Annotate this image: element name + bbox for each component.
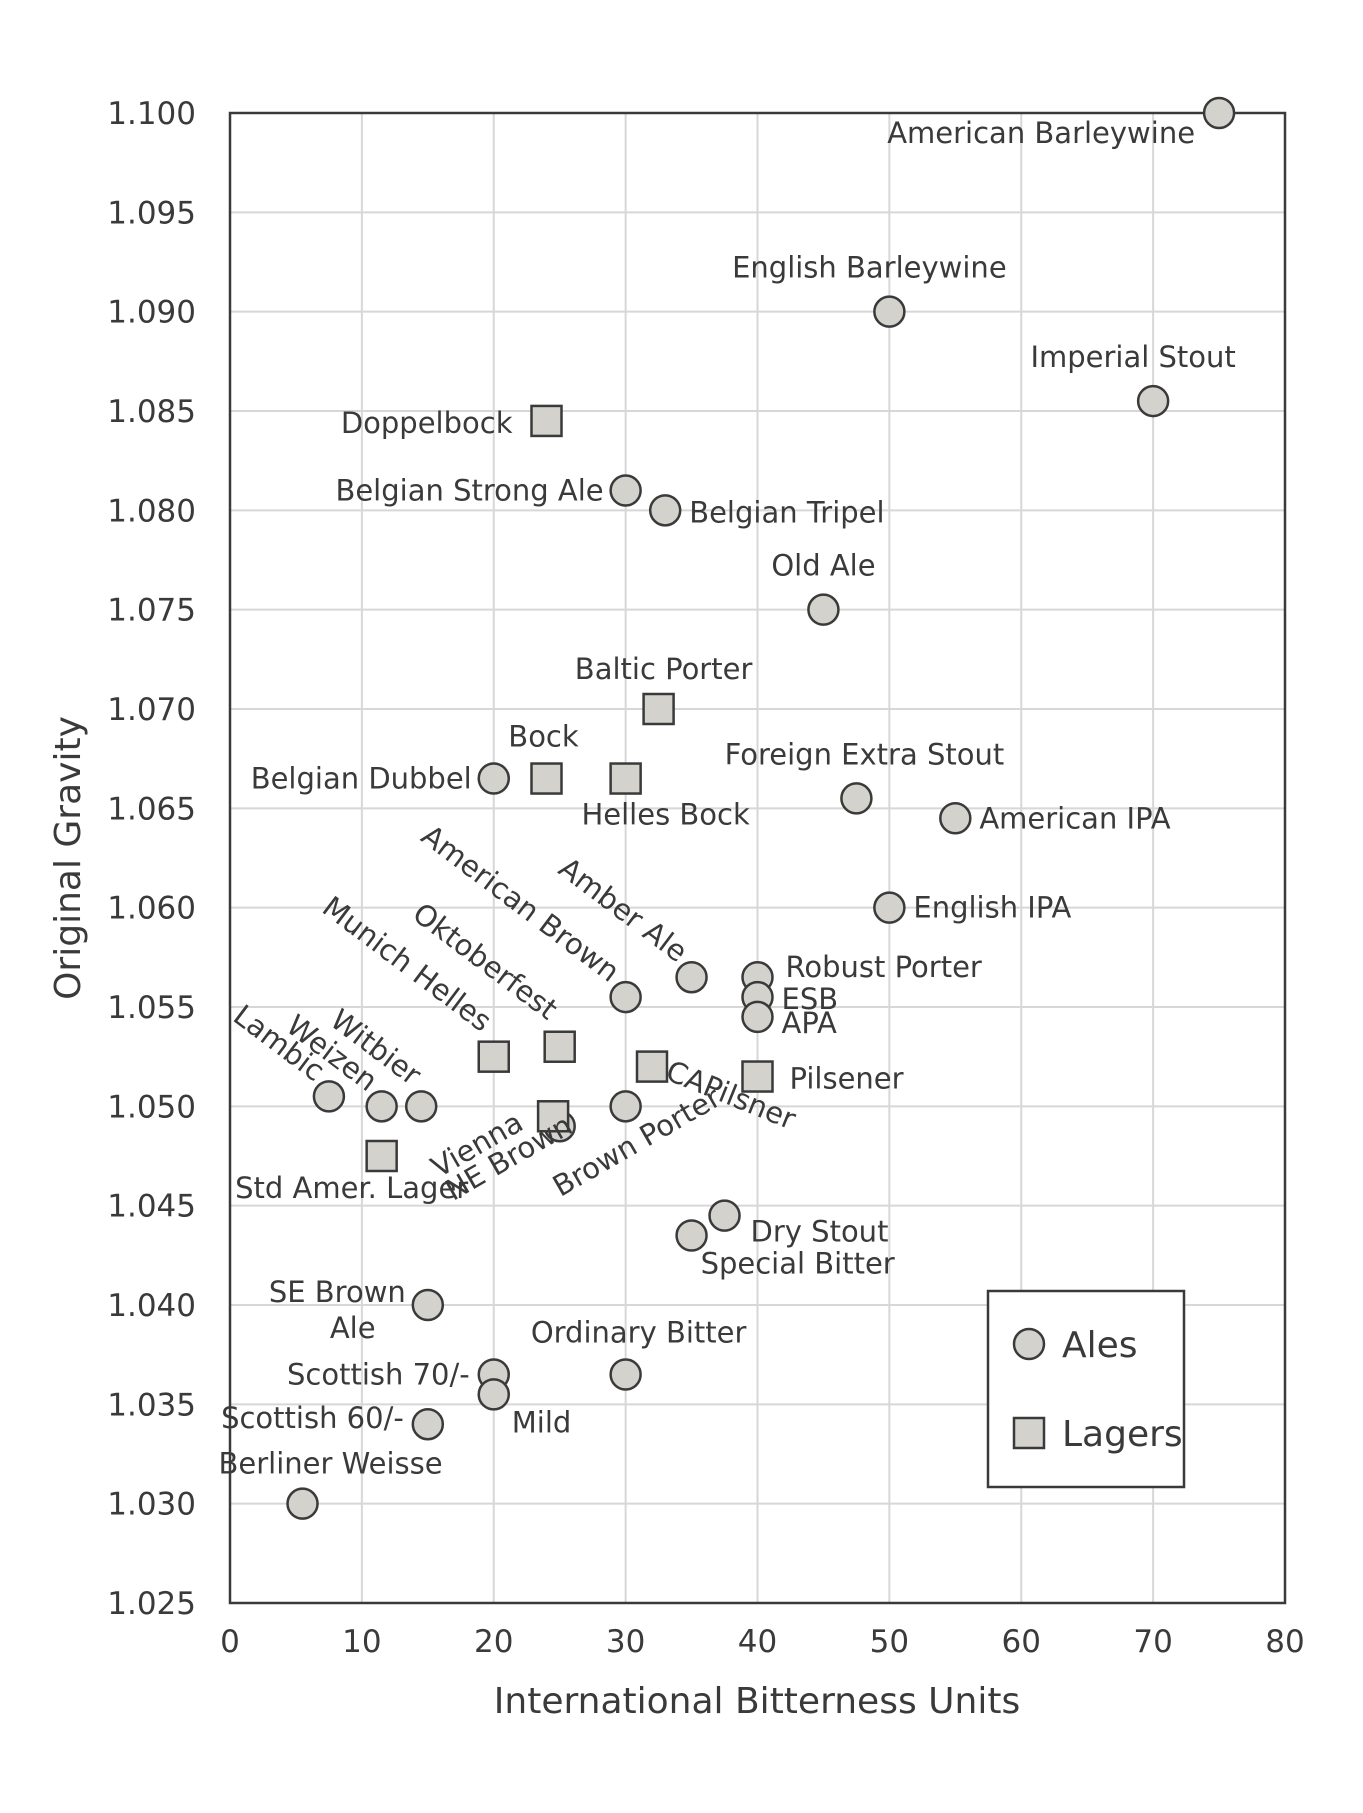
std-amer-lager-marker [365, 1139, 398, 1173]
y-tick-label: 1.090 [107, 295, 196, 331]
pilsener-label: Pilsener [790, 1062, 904, 1096]
scottish-70-label: Scottish 70/- [287, 1358, 470, 1392]
imperial-stout-marker [1136, 384, 1170, 418]
baltic-porter-marker [642, 692, 675, 726]
esb-label: ESB [782, 982, 839, 1016]
x-tick-label: 0 [220, 1624, 240, 1660]
mild-marker [477, 1378, 510, 1411]
american-brown-marker [609, 980, 642, 1014]
belgian-tripel-label: Belgian Tripel [689, 495, 884, 529]
berliner-weisse-label: Berliner Weisse [218, 1447, 442, 1481]
x-tick-label: 30 [606, 1624, 645, 1660]
munich-helles-marker [477, 1040, 510, 1073]
belgian-dubbel-marker [477, 762, 510, 795]
y-tick-label: 1.035 [107, 1387, 196, 1423]
robust-porter-label: Robust Porter [786, 950, 982, 984]
american-barleywine-label: American Barleywine [887, 116, 1195, 150]
american-ipa-label: American IPA [979, 801, 1170, 835]
x-tick-label: 10 [342, 1624, 381, 1660]
amber-ale-marker [675, 960, 708, 994]
y-tick-label: 1.085 [107, 394, 196, 430]
berliner-weisse-marker [286, 1487, 319, 1520]
se-brown-ale-label: SE Brown Ale [269, 1275, 406, 1345]
x-axis-label: International Bitterness Units [494, 1681, 1020, 1722]
y-tick-label: 1.100 [107, 96, 196, 132]
old-ale-label: Old Ale [771, 549, 875, 583]
y-tick-label: 1.095 [107, 195, 196, 231]
english-barleywine-marker [873, 295, 906, 328]
x-tick-label: 80 [1265, 1624, 1304, 1660]
doppelbock-label: Doppelbock [341, 406, 513, 440]
witbier-marker [404, 1090, 438, 1123]
y-tick-label: 1.030 [107, 1487, 196, 1523]
weizen-marker [365, 1090, 398, 1123]
y-tick-label: 1.025 [107, 1586, 196, 1622]
legend-ales-label: Ales [1062, 1325, 1138, 1366]
scottish-60-marker [411, 1407, 445, 1441]
american-barleywine-marker [1202, 96, 1236, 130]
doppelbock-marker [530, 404, 563, 438]
special-bitter-marker [675, 1219, 708, 1252]
se-brown-ale-marker [411, 1288, 445, 1322]
american-ipa-marker [939, 802, 972, 835]
y-tick-label: 1.075 [107, 593, 196, 629]
x-tick-label: 40 [738, 1624, 777, 1660]
belgian-strong-ale-label: Belgian Strong Ale [335, 473, 603, 507]
y-tick-label: 1.055 [107, 990, 196, 1026]
y-axis-label: Original Gravity [48, 716, 89, 1000]
capilsner-marker [635, 1050, 669, 1083]
mild-label: Mild [512, 1405, 572, 1439]
x-tick-label: 20 [474, 1624, 513, 1660]
baltic-porter-label: Baltic Porter [575, 652, 753, 686]
legend-box [986, 1289, 1186, 1489]
helles-bock-label: Helles Bock [581, 798, 750, 832]
bock-marker [530, 762, 563, 795]
axis-ticks: 0 10 20 30 40 50 60 70 80 1.025 1.030 1.035 1.040 1.0… [107, 96, 1304, 1660]
special-bitter-label: Special Bitter [701, 1246, 895, 1280]
english-ipa-label: English IPA [913, 891, 1071, 925]
belgian-strong-ale-marker [609, 474, 642, 507]
y-tick-label: 1.060 [107, 891, 196, 927]
data-points [286, 96, 1236, 1520]
imperial-stout-label: Imperial Stout [1030, 340, 1235, 374]
bock-label: Bock [508, 720, 579, 754]
plot-frame [228, 111, 1287, 1605]
y-tick-label: 1.040 [107, 1288, 196, 1324]
ordinary-bitter-marker [609, 1358, 642, 1391]
y-tick-label: 1.070 [107, 692, 196, 728]
english-ipa-marker [873, 891, 906, 924]
x-tick-label: 70 [1133, 1624, 1172, 1660]
x-tick-label: 60 [1002, 1624, 1041, 1660]
y-tick-label: 1.045 [107, 1189, 196, 1225]
apa-label: APA [782, 1006, 837, 1040]
ordinary-bitter-label: Ordinary Bitter [531, 1316, 747, 1350]
y-tick-label: 1.080 [107, 493, 196, 529]
legend-lagers-marker [1012, 1416, 1046, 1450]
belgian-dubbel-label: Belgian Dubbel [251, 762, 472, 796]
old-ale-marker [807, 593, 840, 626]
legend-ales-marker [1012, 1327, 1046, 1361]
dry-stout-marker [708, 1199, 741, 1232]
scottish-60-label: Scottish 60/- [221, 1401, 404, 1435]
std-amer-lager-label: Std Amer. Lager [235, 1171, 468, 1205]
foreign-extra-stout-marker [840, 782, 873, 815]
lambic-marker [312, 1080, 346, 1113]
foreign-extra-stout-label: Foreign Extra Stout [725, 737, 1005, 771]
point-labels: American Barleywine English Barleywine Imp… [218, 116, 1235, 1481]
apa-marker [741, 1000, 774, 1034]
belgian-tripel-marker [648, 494, 682, 527]
oktoberfest-marker [543, 1030, 576, 1063]
pilsener-marker [741, 1060, 774, 1093]
brown-porter-marker [609, 1090, 642, 1123]
y-tick-label: 1.050 [107, 1089, 196, 1125]
y-tick-label: 1.065 [107, 791, 196, 827]
helles-bock-marker [609, 762, 642, 795]
dry-stout-label: Dry Stout [751, 1215, 889, 1249]
legend: Ales Lagers [986, 1289, 1186, 1489]
x-tick-label: 50 [870, 1624, 909, 1660]
vienna-marker [536, 1100, 570, 1133]
english-barleywine-label: English Barleywine [732, 251, 1007, 285]
legend-lagers-label: Lagers [1062, 1414, 1183, 1455]
